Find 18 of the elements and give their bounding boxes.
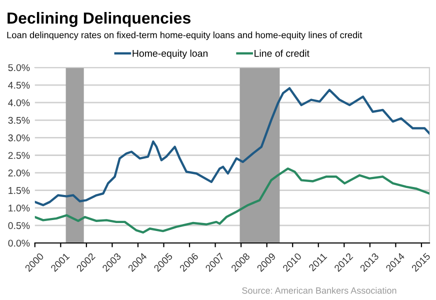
- y-tick-label: 0.0%: [8, 240, 30, 247]
- chart-title: Declining Delinquencies: [8, 12, 190, 27]
- y-tick-label: 3.0%: [8, 134, 30, 142]
- y-tick-label: 3.5%: [8, 116, 30, 124]
- y-tick-label: 4.5%: [8, 82, 30, 89]
- source-note: Source: American Bankers Association: [242, 287, 396, 294]
- y-tick-label: 1.0%: [8, 204, 30, 212]
- y-tick-label: 1.5%: [8, 187, 30, 194]
- legend-label: Home-equity loan: [132, 50, 208, 59]
- y-tick-label: 4.0%: [8, 99, 30, 106]
- y-tick-label: 2.5%: [8, 152, 30, 159]
- chart-subtitle: Loan delinquency rates on fixed-term home-equity loans and home-equity lines of credit: [7, 32, 362, 40]
- y-tick-label: 5.0%: [8, 64, 30, 72]
- line-series: [34, 87, 430, 206]
- y-tick-label: 2.0%: [8, 170, 30, 176]
- line-series: [34, 167, 430, 234]
- legend-label: Line of credit: [254, 50, 310, 57]
- y-tick-label: 0.5%: [8, 222, 30, 230]
